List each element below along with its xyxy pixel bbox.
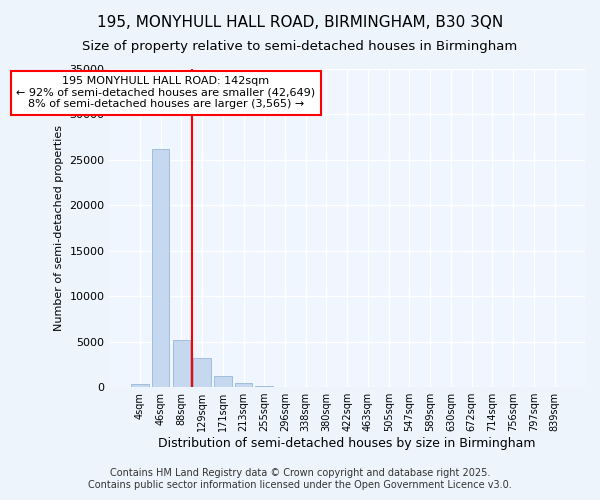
Y-axis label: Number of semi-detached properties: Number of semi-detached properties [54,125,64,331]
Text: 195 MONYHULL HALL ROAD: 142sqm
← 92% of semi-detached houses are smaller (42,649: 195 MONYHULL HALL ROAD: 142sqm ← 92% of … [16,76,316,110]
X-axis label: Distribution of semi-detached houses by size in Birmingham: Distribution of semi-detached houses by … [158,437,536,450]
Bar [193,358,211,387]
Bar [173,340,190,387]
Bar [256,386,273,387]
Bar [235,384,253,387]
Bar [152,149,169,387]
Text: 195, MONYHULL HALL ROAD, BIRMINGHAM, B30 3QN: 195, MONYHULL HALL ROAD, BIRMINGHAM, B30… [97,15,503,30]
Bar [131,384,149,387]
Text: Contains HM Land Registry data © Crown copyright and database right 2025.
Contai: Contains HM Land Registry data © Crown c… [88,468,512,490]
Bar [214,376,232,387]
Text: Size of property relative to semi-detached houses in Birmingham: Size of property relative to semi-detach… [82,40,518,53]
